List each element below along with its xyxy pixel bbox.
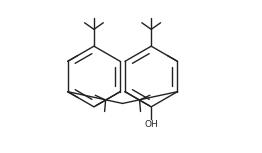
Text: OH: OH [144, 120, 158, 129]
